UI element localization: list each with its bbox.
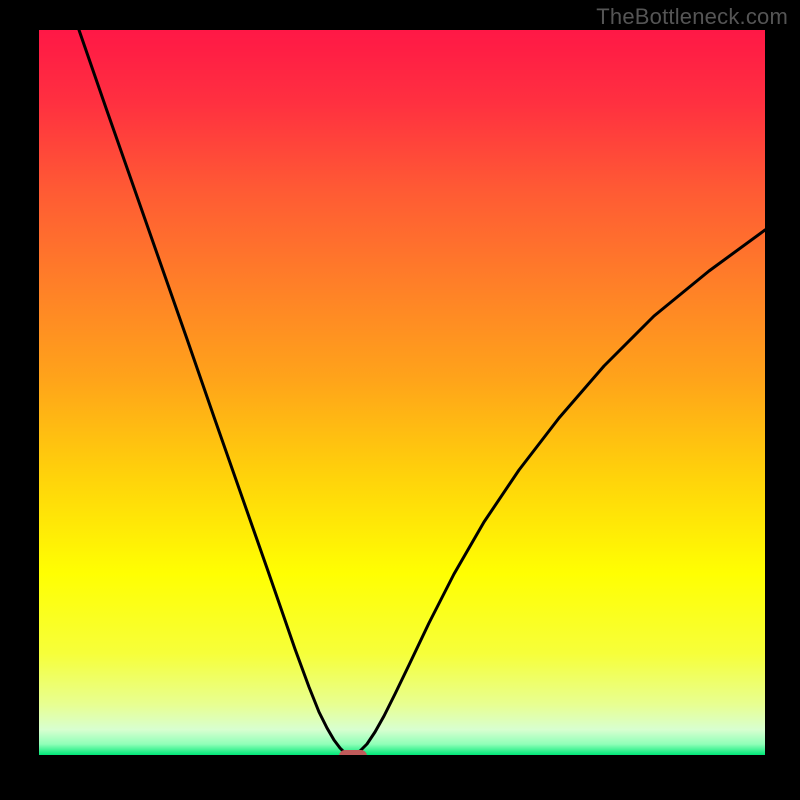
gradient-background: [39, 30, 765, 755]
watermark-text: TheBottleneck.com: [596, 4, 788, 30]
chart-plot-area: [39, 30, 765, 755]
